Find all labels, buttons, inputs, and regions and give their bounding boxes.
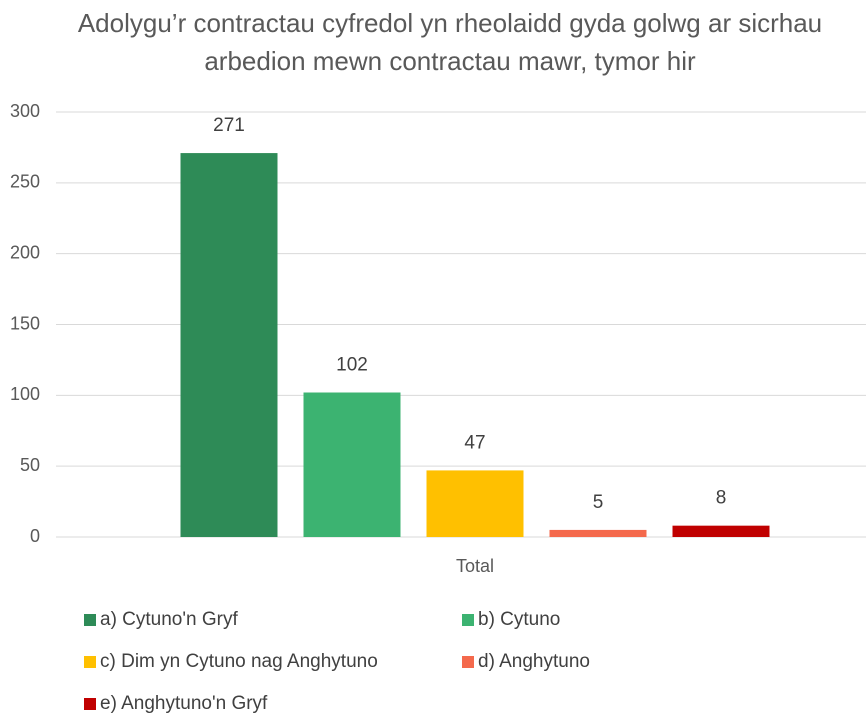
- y-tick-label: 100: [10, 384, 40, 404]
- y-tick-label: 300: [10, 101, 40, 121]
- y-tick-label: 200: [10, 242, 40, 262]
- x-tick-label: Total: [456, 556, 494, 576]
- legend-label: c) Dim yn Cytuno nag Anghytuno: [100, 651, 378, 672]
- data-label: 5: [593, 492, 604, 513]
- y-tick-label: 250: [10, 172, 40, 192]
- bar: [180, 153, 278, 538]
- legend-label: e) Anghytuno'n Gryf: [100, 693, 268, 714]
- legend-swatch: [462, 614, 474, 626]
- bar: [549, 529, 647, 537]
- data-label: 8: [716, 488, 727, 509]
- legend-swatch: [84, 614, 96, 626]
- legend-label: d) Anghytuno: [478, 651, 590, 672]
- legend-label: a) Cytuno'n Gryf: [100, 609, 238, 630]
- legend-swatch: [84, 698, 96, 710]
- y-tick-label: 0: [30, 526, 40, 546]
- bar: [303, 392, 401, 537]
- bar: [672, 525, 770, 537]
- chart-title: Adolygu’r contractau cyfredol yn rheolai…: [77, 8, 823, 76]
- y-tick-label: 50: [20, 455, 40, 475]
- legend-label: b) Cytuno: [478, 609, 560, 630]
- data-label: 271: [213, 115, 245, 136]
- data-label: 47: [464, 432, 485, 453]
- bar: [426, 470, 524, 537]
- data-label: 102: [336, 355, 368, 376]
- legend-swatch: [84, 656, 96, 668]
- y-tick-label: 150: [10, 313, 40, 333]
- legend-swatch: [462, 656, 474, 668]
